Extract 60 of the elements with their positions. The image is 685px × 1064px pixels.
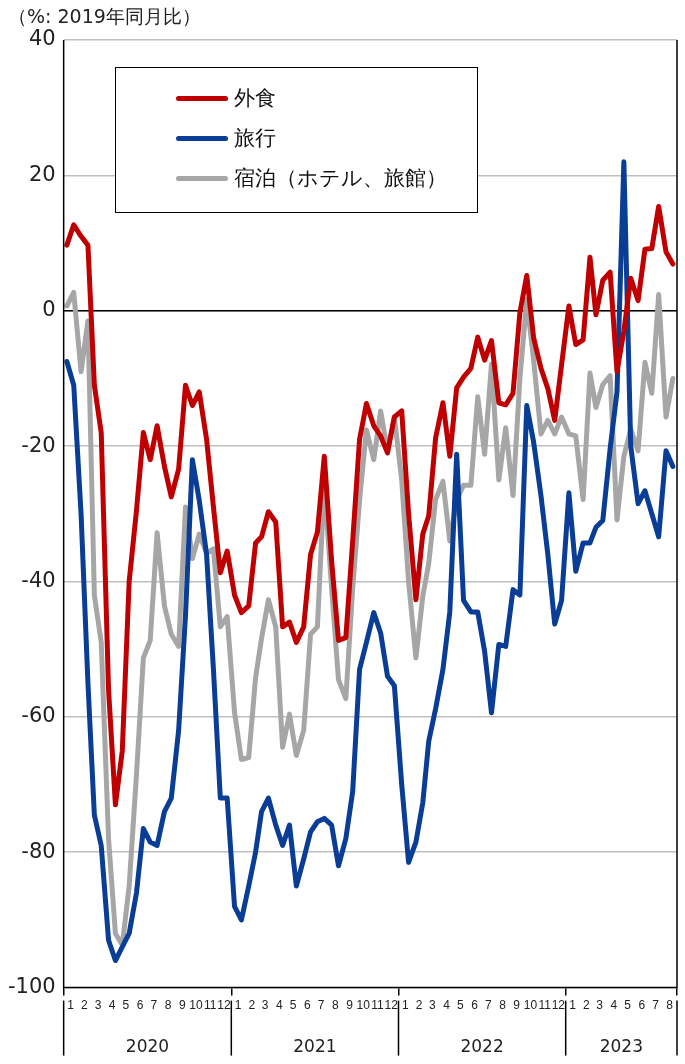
- x-tick-label: 7: [484, 998, 492, 1013]
- x-tick-label: 9: [346, 998, 354, 1013]
- y-tick-label: 20: [28, 161, 56, 186]
- x-tick-label: 1: [67, 998, 75, 1013]
- text: 2021: [293, 1036, 337, 1057]
- x-tick-label: 6: [304, 998, 311, 1013]
- x-tick-label: 1: [569, 998, 577, 1013]
- y-tick-label: -20: [21, 432, 56, 457]
- x-tick-label: 3: [94, 998, 102, 1013]
- x-tick-label: 8: [499, 998, 507, 1013]
- x-tick-label: 6: [136, 998, 144, 1013]
- y-tick-label: -80: [21, 838, 56, 863]
- x-tick-label: 8: [164, 998, 172, 1013]
- legend-label: 外食: [234, 85, 276, 112]
- x-tick-label: 3: [429, 998, 437, 1013]
- legend-label: 旅行: [234, 125, 276, 152]
- x-tick-label: 12: [384, 998, 399, 1013]
- x-tick-label: 2: [80, 998, 88, 1013]
- x-tick-label: 11: [538, 998, 552, 1013]
- x-tick-label: 10: [189, 998, 204, 1013]
- x-tick-label: 6: [638, 998, 646, 1013]
- x-tick-label: 5: [122, 998, 130, 1013]
- x-tick-label: 5: [289, 998, 297, 1013]
- x-tick-label: 3: [596, 998, 604, 1013]
- x-tick-label: 2: [582, 998, 590, 1013]
- x-tick-label: 7: [317, 998, 325, 1013]
- x-tick-label: 8: [666, 998, 674, 1013]
- x-tick-label: 9: [178, 998, 186, 1013]
- x-tick-label: 1: [402, 998, 410, 1013]
- x-tick-label: 7: [652, 998, 660, 1013]
- text: 2022: [460, 1036, 504, 1057]
- x-tick-label: 11: [204, 998, 217, 1013]
- x-tick-label: 8: [331, 998, 339, 1013]
- y-axis-title: （%: 2019年同月比）: [8, 4, 201, 29]
- x-tick-label: 7: [150, 998, 158, 1013]
- x-tick-label: 9: [513, 998, 521, 1013]
- x-tick-label: 12: [217, 998, 231, 1013]
- x-tick-label: 4: [610, 998, 618, 1013]
- x-tick-label: 12: [551, 998, 566, 1013]
- y-tick-label: 0: [42, 297, 56, 322]
- x-tick-label: 6: [471, 998, 479, 1013]
- y-tick-label: -40: [21, 567, 56, 592]
- x-tick-label: 4: [443, 998, 451, 1013]
- x-tick-label: 11: [371, 998, 384, 1013]
- x-tick-label: 3: [261, 998, 269, 1013]
- x-tick-label: 2: [248, 998, 256, 1013]
- text: 2023: [599, 1036, 643, 1057]
- x-tick-label: 10: [356, 998, 371, 1013]
- text: 2020: [125, 1036, 170, 1057]
- x-tick-label: 10: [523, 998, 538, 1013]
- x-tick-label: 1: [234, 998, 242, 1013]
- x-tick-label: 5: [624, 998, 632, 1013]
- y-tick-label: -60: [21, 703, 56, 728]
- y-tick-label: 40: [28, 26, 56, 51]
- y-tick-label: -100: [7, 974, 56, 999]
- legend-label: 宿泊（ホテル、旅館）: [234, 165, 447, 192]
- x-tick-label: 5: [456, 998, 464, 1013]
- x-tick-label: 4: [276, 998, 284, 1013]
- x-tick-label: 2: [415, 998, 423, 1013]
- x-tick-label: 4: [108, 998, 116, 1013]
